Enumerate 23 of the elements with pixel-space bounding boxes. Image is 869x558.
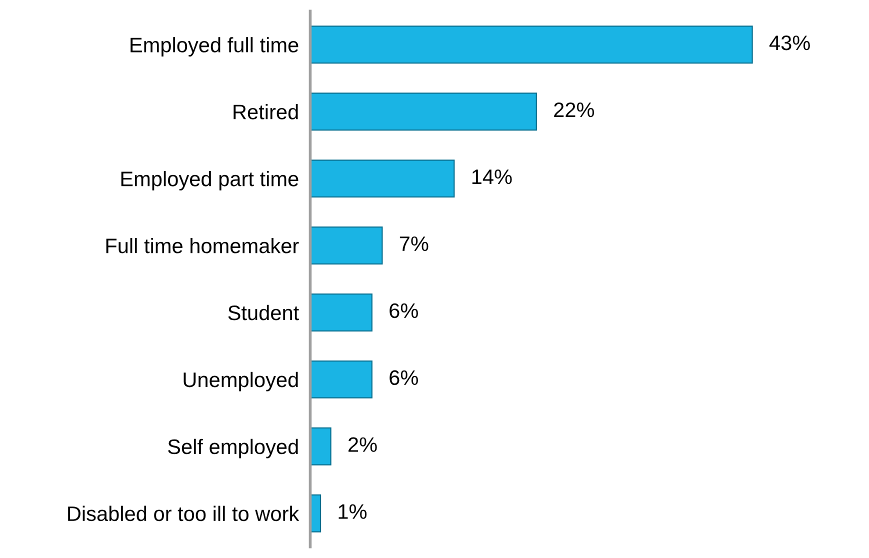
bar: [310, 92, 537, 131]
bar: [310, 427, 332, 466]
data-label: 6%: [390, 303, 418, 318]
y-tick-label: Employed full time: [130, 37, 298, 57]
bar: [310, 294, 372, 332]
y-tick-label: Full time homemaker: [106, 238, 299, 254]
bar: [310, 26, 753, 64]
y-tick-label: Student: [228, 304, 299, 320]
data-label: 43%: [769, 35, 810, 50]
data-label: 22%: [554, 102, 594, 118]
y-tick-label: Self employed: [168, 438, 298, 458]
y-tick-label: Disabled or too ill to work: [68, 506, 300, 522]
data-label: 2%: [348, 437, 377, 452]
bar: [310, 360, 372, 398]
data-label: 14%: [472, 169, 512, 184]
bar: [310, 226, 383, 264]
data-label: 1%: [338, 504, 367, 519]
data-label: 7%: [400, 236, 428, 252]
y-tick-label: Unemployed: [184, 372, 298, 392]
y-tick-label: Employed part time: [121, 171, 298, 190]
data-label: 6%: [390, 370, 418, 386]
bar: [310, 160, 455, 198]
y-tick-label: Retired: [234, 104, 298, 120]
